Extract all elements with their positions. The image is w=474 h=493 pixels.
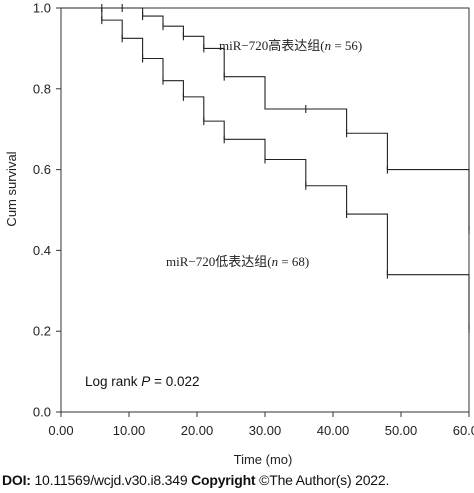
survival-curve-high bbox=[61, 7, 470, 231]
x-axis-label: Time (mo) bbox=[234, 452, 293, 467]
x-tick-label: 40.00 bbox=[317, 423, 350, 438]
series-label-high: miR−720高表达组(n = 56) bbox=[219, 38, 362, 53]
x-axis-ticks: 0.00 10.00 20.00 30.00 40.00 50.00 60.00 bbox=[48, 412, 474, 438]
x-tick-label: 60.00 bbox=[453, 423, 474, 438]
series-label-low: miR−720低表达组(n = 68) bbox=[166, 254, 309, 269]
x-tick-label: 10.00 bbox=[113, 423, 146, 438]
y-axis-ticks: 0.0 0.2 0.4 0.6 0.8 1.0 bbox=[33, 1, 61, 420]
y-tick-label: 0.6 bbox=[33, 162, 51, 177]
doi-copyright-footer: DOI: 10.11569/wcjd.v30.i8.349 Copyright … bbox=[2, 472, 474, 488]
doi-label: DOI: bbox=[2, 472, 31, 488]
doi-value: 10.11569/wcjd.v30.i8.349 bbox=[30, 472, 192, 488]
y-tick-label: 0.4 bbox=[33, 243, 51, 258]
y-tick-label: 0.2 bbox=[33, 324, 51, 339]
x-tick-label: 0.00 bbox=[48, 423, 73, 438]
plot-frame bbox=[60, 7, 470, 413]
x-tick-label: 20.00 bbox=[181, 423, 214, 438]
y-tick-label: 0.8 bbox=[33, 81, 51, 96]
copyright-label: Copyright bbox=[191, 472, 256, 488]
x-tick-label: 50.00 bbox=[385, 423, 418, 438]
y-tick-label: 1.0 bbox=[33, 1, 51, 16]
y-axis-label: Cum survival bbox=[4, 151, 19, 226]
survival-curve-low bbox=[61, 7, 470, 330]
series-layer bbox=[61, 4, 470, 334]
copyright-value: ©The Author(s) 2022. bbox=[255, 472, 390, 488]
x-tick-label: 30.00 bbox=[249, 423, 282, 438]
y-tick-label: 0.0 bbox=[33, 405, 51, 420]
log-rank-annotation: Log rank P = 0.022 bbox=[85, 374, 199, 389]
